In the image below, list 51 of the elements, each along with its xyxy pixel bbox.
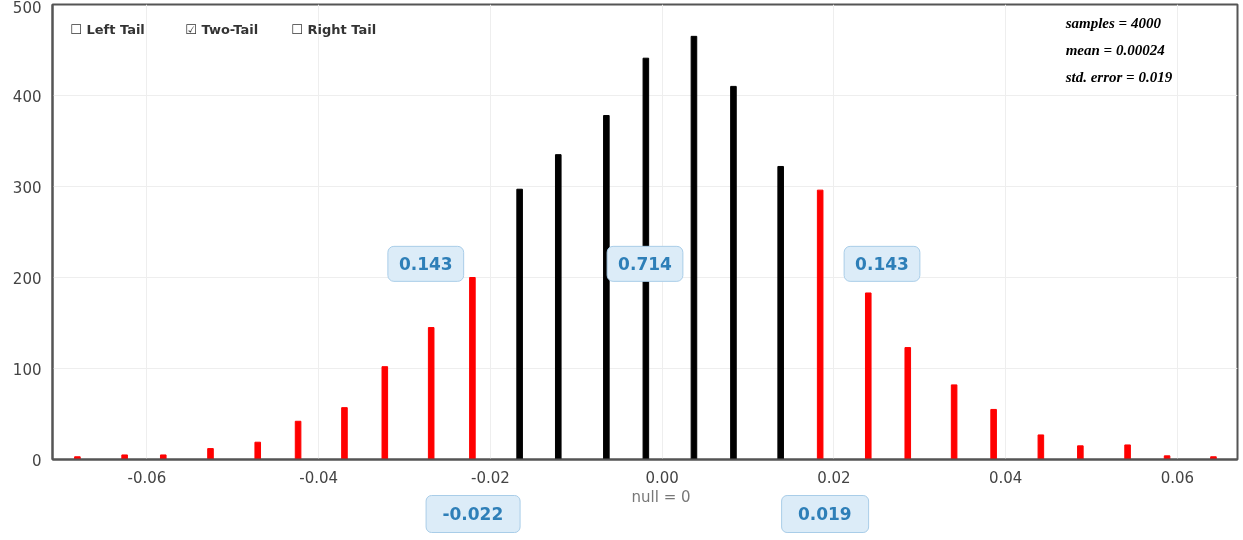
bar	[516, 188, 523, 460]
bar	[816, 189, 824, 460]
bar	[74, 456, 81, 460]
bar	[121, 454, 128, 460]
bar	[730, 85, 737, 460]
bar	[554, 154, 562, 460]
bar	[341, 407, 348, 460]
annotation: -0.022	[425, 495, 521, 534]
bar	[777, 165, 784, 460]
annotation: samples = 4000	[1064, 14, 1162, 31]
annotation: 0.143	[398, 254, 453, 275]
bar	[427, 327, 435, 460]
y-tick-label: 100	[12, 360, 42, 379]
bar	[603, 115, 610, 460]
y-tick-label: 0	[31, 451, 42, 470]
annotation: std. error = 0.019	[1064, 69, 1173, 86]
bar	[254, 441, 262, 460]
bar	[1124, 444, 1131, 460]
x-tick-label: 0.06	[1160, 468, 1195, 487]
y-tick-label: 300	[12, 178, 42, 197]
bar	[1077, 445, 1084, 460]
bar	[990, 408, 997, 460]
x-tick-label: 0.00	[645, 468, 679, 487]
y-tick-label: 200	[12, 269, 42, 288]
x-tick-label: -0.06	[127, 468, 167, 487]
bar	[294, 420, 302, 460]
bar	[381, 366, 389, 460]
y-tick-label: 400	[12, 87, 42, 106]
annotation: ☑ Two-Tail	[185, 22, 259, 38]
bar	[1037, 434, 1045, 460]
y-tick-label: 500	[12, 0, 42, 17]
bar	[1210, 456, 1217, 460]
bar	[690, 35, 698, 460]
bar	[950, 384, 958, 460]
bar	[864, 292, 872, 460]
annotation: 0.714	[618, 254, 673, 275]
bar	[159, 454, 167, 460]
bar	[904, 347, 912, 460]
text: null = 0	[631, 487, 691, 508]
x-tick-label: -0.02	[471, 468, 510, 487]
annotation: mean = 0.00024	[1065, 42, 1166, 58]
bar	[1163, 455, 1171, 460]
bar	[207, 448, 214, 460]
x-tick-label: -0.04	[299, 468, 339, 487]
x-tick-label: 0.04	[988, 468, 1023, 487]
x-tick-label: 0.02	[817, 468, 851, 487]
annotation: 0.143	[855, 254, 909, 275]
bar	[469, 277, 476, 460]
annotation: 0.019	[780, 495, 869, 534]
annotation: ☐ Right Tail	[291, 22, 377, 38]
annotation: ☐ Left Tail	[70, 22, 145, 38]
